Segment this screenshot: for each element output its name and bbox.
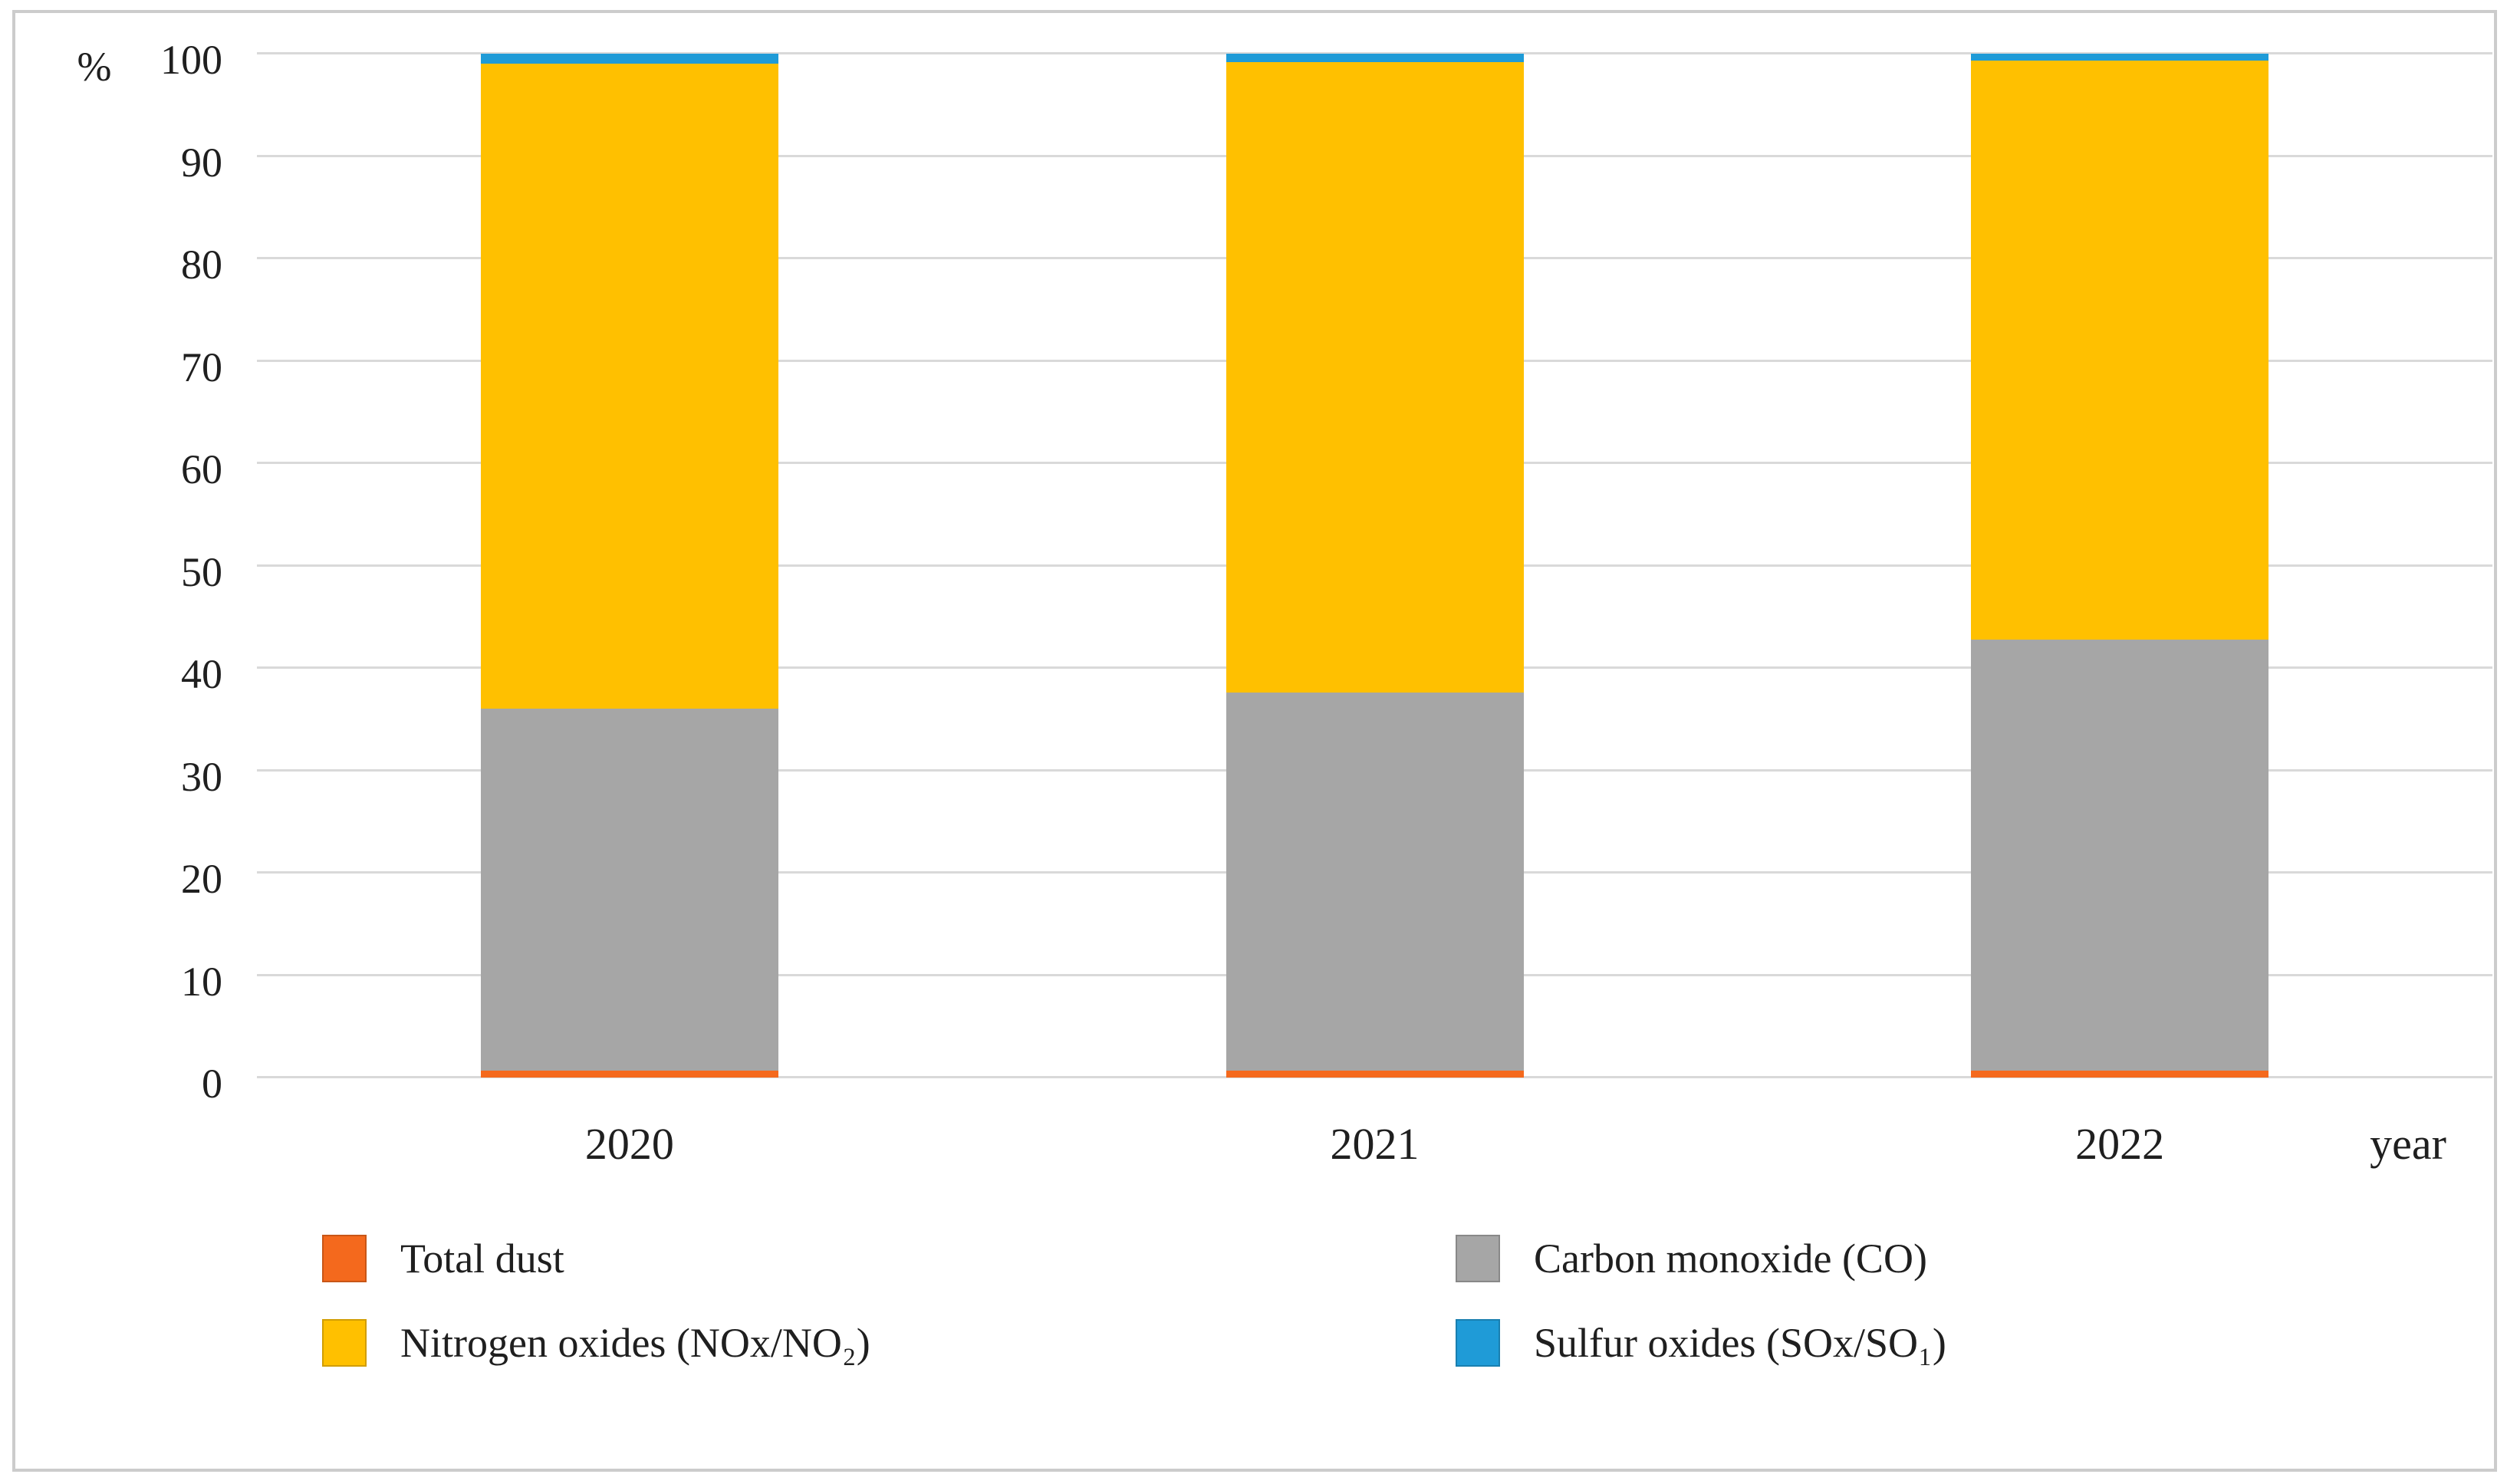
x-tick-label-2021: 2021 xyxy=(1330,1119,1420,1169)
bar-segment-2022-carbon-monoxide-co xyxy=(1971,639,2269,1071)
category-cell-2020 xyxy=(257,54,1002,1078)
y-tick-label-90: 90 xyxy=(181,139,222,186)
bar-segment-2020-nitrogen-oxides-nox-no xyxy=(480,64,778,709)
plot-area xyxy=(257,52,2492,1078)
category-cell-2021 xyxy=(1002,54,1748,1078)
legend-swatch-sulfur-oxides-sox-so xyxy=(1456,1319,1500,1367)
bar-2022 xyxy=(1971,54,2269,1078)
legend-swatch-total-dust xyxy=(322,1235,367,1282)
y-tick-label-60: 60 xyxy=(181,446,222,492)
y-tick-label-80: 80 xyxy=(181,242,222,288)
category-cell-2022 xyxy=(1747,54,2492,1078)
x-tick-label-2020: 2020 xyxy=(584,1119,674,1169)
x-axis-labels: 2020 2021 2022 xyxy=(257,1120,2492,1169)
bars-row xyxy=(257,54,2492,1078)
gridline xyxy=(257,52,2492,54)
legend-swatch-nitrogen-oxides-nox-no xyxy=(322,1319,367,1367)
bar-segment-2021-sulfur-oxides-sox-so xyxy=(1226,54,1524,62)
bar-segment-2021-carbon-monoxide-co xyxy=(1226,693,1524,1071)
legend-label-carbon-monoxide-co: Carbon monoxide (CO) xyxy=(1534,1236,1927,1282)
legend-column-left: Total dust Nitrogen oxides (NOx/NO₂) xyxy=(322,1235,870,1367)
y-tick-label-70: 70 xyxy=(181,344,222,390)
bar-segment-2022-nitrogen-oxides-nox-no xyxy=(1971,61,2269,640)
y-tick-label-20: 20 xyxy=(181,856,222,902)
y-tick-label-40: 40 xyxy=(181,651,222,697)
y-tick-label-100: 100 xyxy=(160,37,222,83)
bar-2021 xyxy=(1226,54,1524,1078)
x-tick-label-2022: 2022 xyxy=(2075,1119,2165,1169)
x-axis-unit-label: year xyxy=(2370,1119,2446,1169)
bar-2020 xyxy=(480,54,778,1078)
bar-segment-2020-sulfur-oxides-sox-so xyxy=(480,54,778,64)
bar-segment-2020-carbon-monoxide-co xyxy=(480,709,778,1071)
legend-label-total-dust: Total dust xyxy=(400,1236,564,1282)
bar-segment-2021-nitrogen-oxides-nox-no xyxy=(1226,61,1524,693)
legend-item-nitrogen-oxides-nox-no: Nitrogen oxides (NOx/NO₂) xyxy=(322,1319,870,1367)
bar-segment-2022-total-dust xyxy=(1971,1070,2269,1078)
legend-item-carbon-monoxide-co: Carbon monoxide (CO) xyxy=(1456,1235,1946,1282)
y-tick-label-30: 30 xyxy=(181,753,222,800)
figure-frame: % 100 90 80 70 60 50 40 30 20 10 0 2020 2021 2022 ye… xyxy=(12,10,2497,1472)
legend-label-sulfur-oxides-sox-so: Sulfur oxides (SOx/SO₁) xyxy=(1534,1320,1946,1366)
legend-column-right: Carbon monoxide (CO) Sulfur oxides (SOx/S… xyxy=(1456,1235,1946,1367)
y-tick-label-10: 10 xyxy=(181,958,222,1005)
legend-label-nitrogen-oxides-nox-no: Nitrogen oxides (NOx/NO₂) xyxy=(400,1320,870,1366)
legend-item-sulfur-oxides-sox-so: Sulfur oxides (SOx/SO₁) xyxy=(1456,1319,1946,1367)
bar-segment-2022-sulfur-oxides-sox-so xyxy=(1971,54,2269,61)
bar-segment-2021-total-dust xyxy=(1226,1070,1524,1078)
y-axis-labels: 100 90 80 70 60 50 40 30 20 10 0 xyxy=(100,37,222,1107)
legend-item-total-dust: Total dust xyxy=(322,1235,870,1282)
legend-swatch-carbon-monoxide-co xyxy=(1456,1235,1500,1282)
bar-segment-2020-total-dust xyxy=(480,1070,778,1078)
y-tick-label-50: 50 xyxy=(181,548,222,595)
y-tick-label-0: 0 xyxy=(202,1061,222,1107)
y-axis-unit-label: % xyxy=(77,44,112,90)
